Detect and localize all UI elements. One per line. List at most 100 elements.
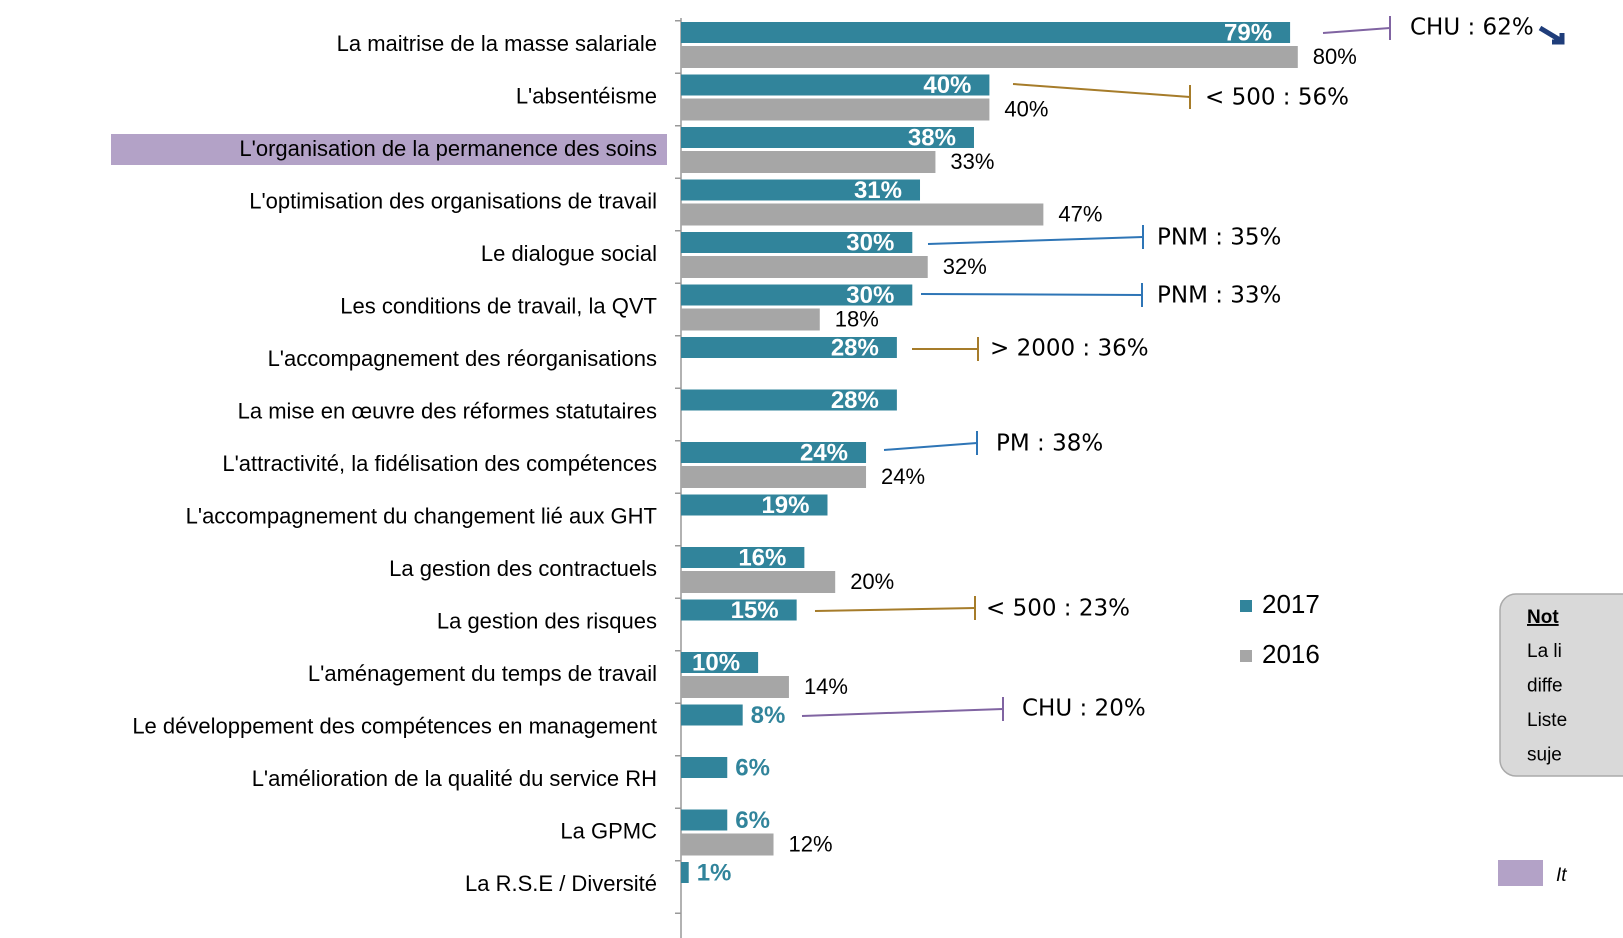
bar bbox=[681, 833, 774, 856]
value-label: 12% bbox=[789, 831, 833, 856]
legend-label: 2017 bbox=[1262, 589, 1320, 619]
bar bbox=[681, 256, 928, 278]
category-label: L'accompagnement du changement lié aux G… bbox=[186, 503, 657, 528]
value-label: 79% bbox=[1224, 19, 1272, 46]
bar bbox=[681, 547, 805, 568]
value-label: 30% bbox=[846, 229, 894, 256]
value-label: 28% bbox=[831, 387, 879, 414]
value-label: 40% bbox=[923, 72, 971, 99]
annotation: PM : 38% bbox=[996, 431, 1103, 457]
category-label: La R.S.E / Diversité bbox=[465, 871, 657, 896]
category-label: L'absentéisme bbox=[516, 83, 657, 108]
bar bbox=[681, 809, 728, 831]
key-swatch bbox=[1498, 860, 1543, 886]
value-label: 8% bbox=[751, 702, 786, 729]
bar bbox=[681, 599, 797, 621]
value-label: 24% bbox=[881, 464, 925, 489]
bar bbox=[681, 22, 1291, 43]
bar bbox=[681, 389, 897, 411]
annotation: CHU : 20% bbox=[1022, 696, 1146, 722]
bar bbox=[681, 308, 820, 331]
value-label: 33% bbox=[950, 149, 994, 174]
note-line: diffe bbox=[1527, 676, 1563, 697]
category-label: L'accompagnement des réorganisations bbox=[268, 346, 657, 371]
bar bbox=[681, 652, 759, 673]
annotation-line bbox=[1322, 27, 1391, 34]
category-label: Les conditions de travail, la QVT bbox=[340, 293, 657, 318]
category-highlight bbox=[111, 134, 667, 165]
legend-swatch bbox=[1240, 650, 1252, 662]
arrow-icon bbox=[1538, 25, 1565, 45]
category-label: Le dialogue social bbox=[481, 241, 657, 266]
value-label: 38% bbox=[908, 124, 956, 151]
annotation-line bbox=[801, 708, 1004, 717]
category-label: L'aménagement du temps de travail bbox=[308, 661, 657, 686]
category-label: La maitrise de la masse salariale bbox=[337, 31, 657, 56]
category-label: La gestion des contractuels bbox=[389, 556, 657, 581]
value-label: 28% bbox=[831, 334, 879, 361]
annotation: > 2000 : 36% bbox=[990, 336, 1149, 362]
value-label: 40% bbox=[1004, 96, 1048, 121]
category-label: Le développement des compétences en mana… bbox=[132, 713, 657, 738]
value-label: 6% bbox=[735, 807, 770, 834]
bar bbox=[681, 284, 913, 306]
value-label: 10% bbox=[692, 649, 740, 676]
annotation: < 500 : 56% bbox=[1205, 85, 1349, 111]
bar bbox=[681, 74, 990, 96]
bar bbox=[681, 232, 913, 253]
bar bbox=[681, 494, 828, 516]
annotation-line bbox=[927, 236, 1144, 245]
bar bbox=[681, 46, 1298, 68]
note-line: suje bbox=[1527, 745, 1562, 766]
bar bbox=[681, 203, 1044, 226]
value-label: 18% bbox=[835, 306, 879, 331]
category-label: L'optimisation des organisations de trav… bbox=[249, 188, 657, 213]
value-label: 15% bbox=[731, 597, 779, 624]
value-label: 6% bbox=[735, 754, 770, 781]
bar bbox=[681, 98, 990, 121]
bar bbox=[681, 757, 728, 778]
category-label: La GPMC bbox=[560, 818, 657, 843]
category-label: L'amélioration de la qualité du service … bbox=[252, 766, 657, 791]
bar bbox=[681, 151, 936, 173]
value-label: 80% bbox=[1313, 44, 1357, 69]
bar bbox=[681, 704, 743, 726]
value-label: 19% bbox=[761, 492, 809, 519]
category-label: L'organisation de la permanence des soin… bbox=[239, 136, 657, 161]
bar bbox=[681, 337, 897, 358]
category-label: L'attractivité, la fidélisation des comp… bbox=[222, 451, 657, 476]
value-label: 32% bbox=[943, 254, 987, 279]
annotation: PNM : 35% bbox=[1157, 225, 1281, 251]
note-box bbox=[1499, 593, 1623, 777]
value-label: 1% bbox=[697, 859, 732, 886]
annotation-line bbox=[920, 293, 1143, 296]
bar bbox=[681, 571, 836, 593]
note-title: Not bbox=[1527, 607, 1559, 628]
value-label: 14% bbox=[804, 674, 848, 699]
category-label: La mise en œuvre des réformes statutaire… bbox=[238, 398, 657, 423]
bar bbox=[681, 466, 867, 488]
annotation: PNM : 33% bbox=[1157, 283, 1281, 309]
annotation-line bbox=[883, 442, 978, 451]
value-label: 20% bbox=[850, 569, 894, 594]
value-label: 24% bbox=[800, 439, 848, 466]
bar bbox=[681, 127, 974, 148]
annotation-line bbox=[814, 607, 976, 612]
note-line: Liste bbox=[1527, 710, 1567, 731]
category-label: La gestion des risques bbox=[437, 608, 657, 633]
annotation-line bbox=[1012, 83, 1191, 98]
value-label: 16% bbox=[738, 544, 786, 571]
bar bbox=[681, 442, 867, 463]
legend-swatch bbox=[1240, 600, 1252, 612]
key-label: It bbox=[1556, 865, 1567, 886]
value-label: 31% bbox=[854, 177, 902, 204]
value-label: 30% bbox=[846, 282, 894, 309]
bar bbox=[681, 676, 789, 698]
annotation: CHU : 62% bbox=[1410, 15, 1534, 41]
bar bbox=[681, 179, 921, 201]
annotation: < 500 : 23% bbox=[986, 596, 1130, 622]
bar bbox=[681, 862, 689, 883]
note-line: La li bbox=[1527, 641, 1562, 662]
value-label: 47% bbox=[1058, 201, 1102, 226]
